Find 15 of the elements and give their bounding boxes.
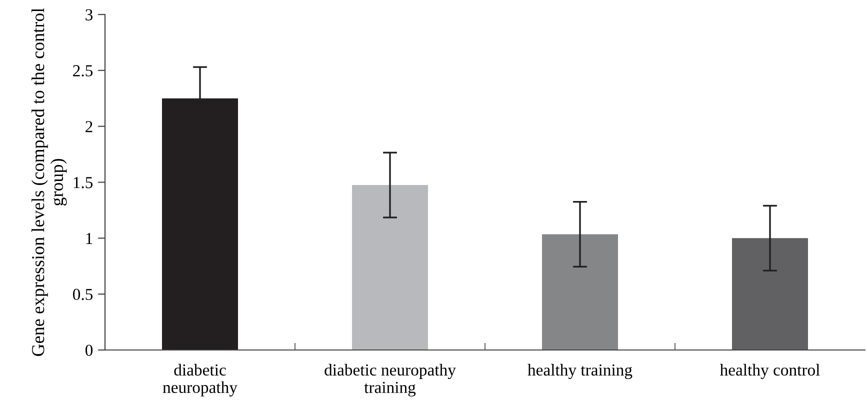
x-tick-label: healthy control — [720, 364, 820, 380]
bar — [542, 234, 618, 350]
y-axis-title: Gene expression levels (compared to the control group) — [32, 8, 67, 356]
bar — [732, 238, 808, 350]
y-tick-label: 2.5 — [73, 65, 93, 76]
y-tick-label: 1 — [86, 232, 92, 244]
x-tick-label: diabetic neuropathy training — [324, 364, 456, 397]
x-tick-label: diabetic neuropathy — [162, 364, 238, 396]
y-tick-label: 1.5 — [74, 177, 93, 188]
y-tick-label: 0.5 — [72, 288, 93, 300]
bar — [352, 185, 428, 350]
y-tick-label: 0 — [85, 344, 93, 356]
y-tick-label: 3 — [86, 9, 93, 20]
x-tick-label: healthy training — [528, 364, 632, 380]
y-tick-label: 2 — [86, 121, 92, 132]
